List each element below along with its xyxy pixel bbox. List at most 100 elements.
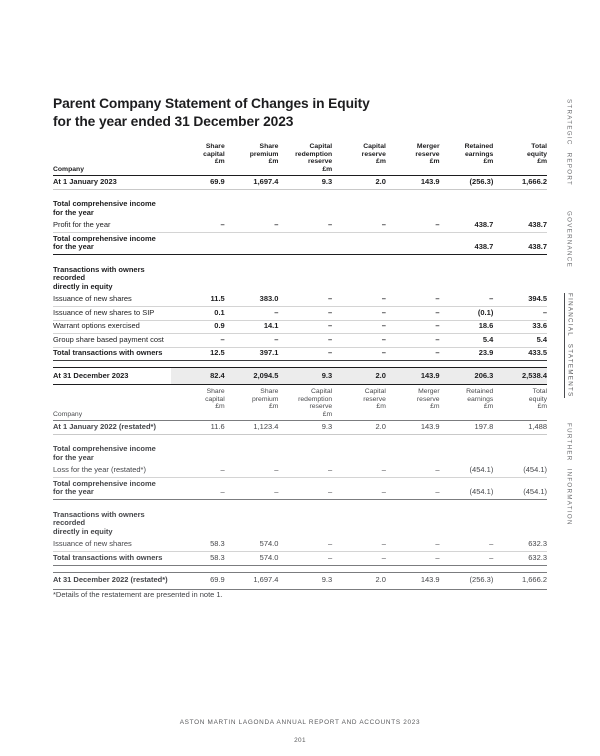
row-label-line: Issuance of new shares to SIP (53, 307, 155, 317)
row-label-line: directly in equity (53, 281, 113, 291)
row-label: Issuance of new shares to SIP (53, 307, 171, 320)
cell-value: – (489, 552, 494, 562)
cell-value: – (327, 348, 333, 357)
column-header-company: Company (53, 410, 83, 418)
row-label: Total comprehensive income for the year (53, 478, 171, 499)
row-label: Transactions with owners recorded directl… (53, 264, 171, 294)
cell-value: – (435, 552, 440, 562)
cell-value: 143.9 (420, 176, 440, 186)
cell-value: – (220, 334, 225, 344)
cell-value: 2.0 (375, 575, 386, 584)
row-label-line: At 1 January 2023 (53, 176, 117, 186)
cell-value: 574.0 (259, 539, 279, 548)
cell-value: – (274, 307, 279, 317)
row-label-line: Group share based payment cost (53, 334, 164, 344)
table-header-row: Company Share capital £m Share premium £m Capit… (53, 388, 547, 421)
restatement-footnote: *Details of the restatement are presente… (53, 590, 223, 599)
row-label-line: Total comprehensive income (53, 199, 156, 208)
row-values: 0.1 – – – – (0.1) – (171, 307, 547, 320)
cell-value: 58.3 (210, 539, 225, 548)
cell-value: 0.9 (214, 321, 225, 330)
cell-value: – (435, 539, 440, 548)
table-row: Group share based payment cost – – – – – 5.4 5.… (53, 334, 547, 348)
footer-report-title: ASTON MARTIN LAGONDA ANNUAL REPORT AND A… (179, 719, 421, 726)
cell-value: – (220, 220, 225, 229)
column-header-line: £m (376, 403, 386, 410)
cell-value: 394.5 (528, 294, 548, 303)
cell-value: (256.3) (469, 176, 494, 186)
equity-table-2023: Company Share capital £m Share premium £m Capit… (53, 143, 547, 385)
cell-value: 2,538.4 (522, 370, 548, 380)
cell-value: 197.8 (474, 421, 494, 431)
table-row: Issuance of new shares 11.5 383.0 – – – – 394.5 (53, 294, 548, 307)
column-header-line: Capital (309, 143, 333, 150)
column-header-line: Retained (464, 143, 494, 150)
row-label-line: Total comprehensive income (53, 478, 156, 488)
cell-value: 433.5 (528, 348, 548, 357)
table-header-columns: Share capital £m Share premium £m Capital redem… (171, 143, 547, 173)
row-label: Loss for the year (restated*) (53, 465, 171, 478)
cell-value: 438.7 (474, 242, 494, 251)
cell-value: – (435, 348, 440, 357)
cell-value: 33.6 (532, 321, 548, 330)
row-label: At 31 December 2022 (restated*) (53, 573, 171, 589)
row-label-line: Total comprehensive income (53, 233, 156, 243)
row-label-line: At 31 December 2023 (53, 370, 129, 380)
sidebar: STRATEGIC REPORT GOVERNANCE FINANCIAL STAT… (564, 99, 574, 525)
column-header-line: Retained (466, 388, 494, 395)
cell-value: – (435, 294, 440, 303)
cell-value: 1,697.4 (253, 575, 279, 584)
column-header-line: Merger (418, 388, 440, 395)
cell-value: – (381, 487, 386, 496)
table-row: Issuance of new shares 58.3 574.0 – – – – 632.3 (53, 539, 547, 552)
cell-value (386, 243, 440, 252)
column-header-line: reserve (416, 395, 440, 403)
column-header-line: earnings (467, 395, 494, 403)
cell-value: – (435, 487, 440, 496)
row-label-line: for the year (53, 242, 94, 251)
column-header: Capital reserve £m (332, 143, 386, 173)
table-row: Transactions with owners recorded directl… (53, 264, 547, 294)
row-label-line: Transactions with owners recorded (53, 509, 145, 527)
cell-value: (256.3) (469, 575, 494, 584)
cell-value: 14.1 (263, 321, 279, 330)
cell-value: – (327, 487, 333, 496)
cell-value: 9.3 (321, 176, 333, 186)
cell-value: – (381, 348, 386, 357)
row-label-line: for the year (53, 207, 94, 217)
column-header-line: reserve (415, 150, 440, 158)
cell-value: 143.9 (420, 370, 440, 380)
column-header: Merger reserve £m (386, 388, 440, 418)
row-values: – – – – – (454.1) (454.1) (171, 487, 547, 500)
column-header-line: Share (205, 143, 225, 150)
column-header-line: capital (203, 150, 225, 158)
column-header-line: £m (483, 158, 494, 165)
cell-value: – (220, 487, 225, 496)
cell-value: – (274, 334, 279, 344)
row-label: Total transactions with owners (53, 348, 171, 361)
cell-value: – (274, 487, 279, 496)
table-row: At 1 January 2023 69.9 1,697.4 9.3 2.0 143.9 (… (53, 176, 547, 190)
cell-value: – (327, 465, 333, 474)
cell-value: – (327, 307, 333, 317)
cell-value: – (435, 307, 440, 317)
page-number: 201 (294, 737, 306, 744)
cell-value: 1,123.4 (253, 421, 279, 431)
cell-value: 12.5 (210, 348, 225, 357)
row-label-line: Transactions with owners recorded (53, 264, 145, 282)
table-row: Total comprehensive income for the year (53, 444, 547, 465)
row-label: Total comprehensive income for the year (53, 199, 171, 220)
row-values: – – – – – 438.7 438.7 (171, 220, 547, 233)
equity-table-2022: Company Share capital £m Share premium £m Capit… (53, 388, 547, 590)
column-header-line: Share (259, 143, 279, 150)
column-header: Retained earnings £m (440, 388, 494, 418)
column-header: Capital redemption reserve £m (278, 143, 332, 173)
page-title: Parent Company Statement of Changes in E… (53, 95, 370, 131)
cell-value: 438.7 (528, 242, 548, 251)
table-row: Total comprehensive income for the year (53, 199, 547, 220)
column-header-line: earnings (464, 150, 494, 158)
column-header: Total equity £m (493, 388, 547, 418)
row-label: Total comprehensive income for the year (53, 233, 171, 254)
cell-value: – (381, 294, 386, 303)
column-header: Share premium £m (225, 388, 278, 418)
